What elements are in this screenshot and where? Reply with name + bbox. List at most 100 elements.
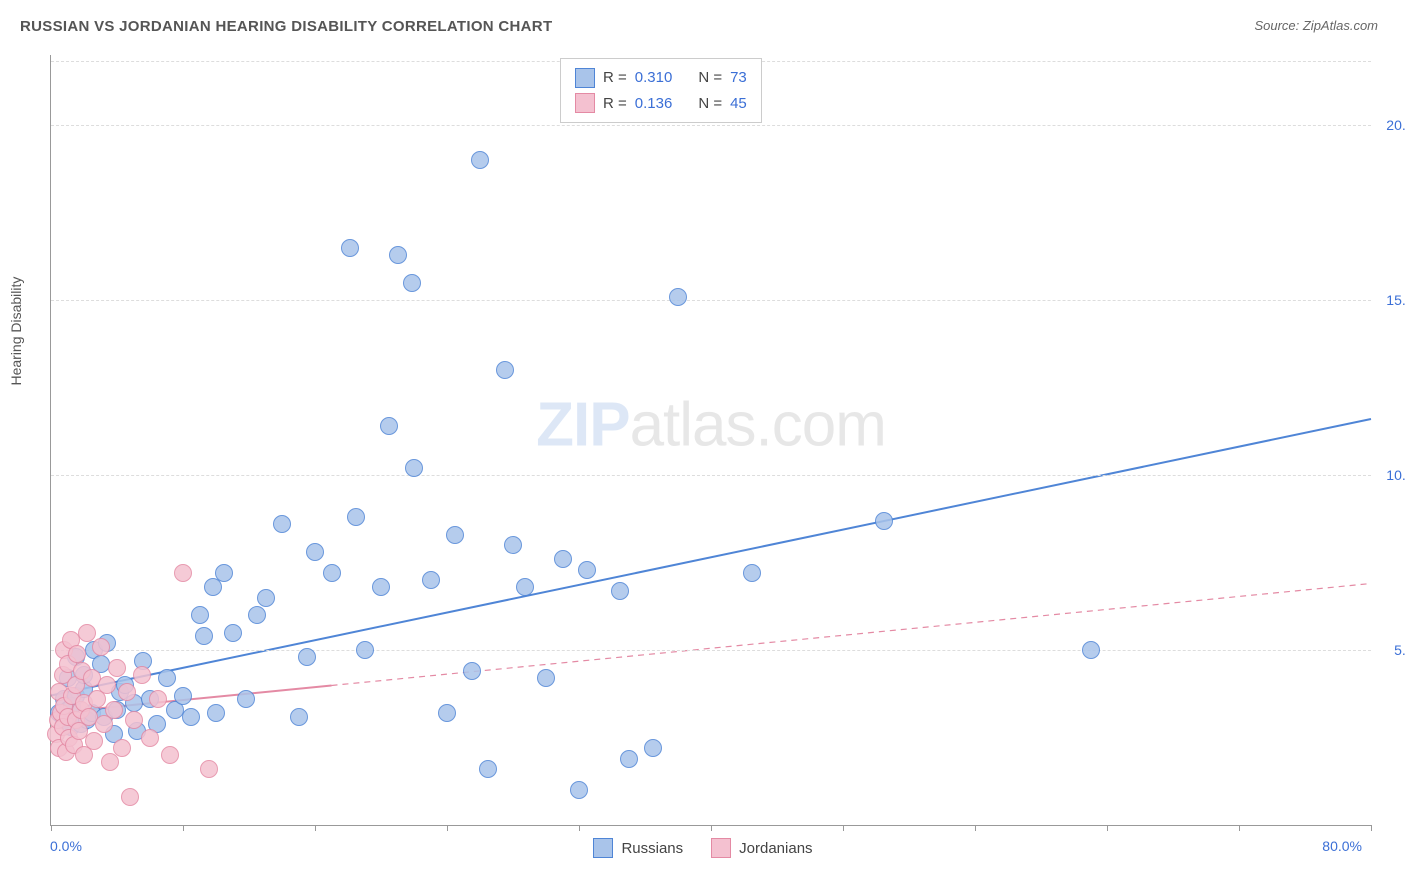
data-point-jordanians bbox=[149, 690, 167, 708]
data-point-russians bbox=[620, 750, 638, 768]
legend-n-value: 73 bbox=[730, 65, 747, 91]
data-point-russians bbox=[182, 708, 200, 726]
series-label: Jordanians bbox=[739, 840, 812, 857]
series-swatch-jordanians bbox=[711, 838, 731, 858]
data-point-russians bbox=[347, 508, 365, 526]
data-point-russians bbox=[195, 627, 213, 645]
data-point-russians bbox=[554, 550, 572, 568]
y-tick-label: 20.0% bbox=[1376, 117, 1406, 133]
data-point-russians bbox=[537, 669, 555, 687]
data-point-russians bbox=[578, 561, 596, 579]
legend-n-label: N = bbox=[698, 91, 722, 117]
series-legend-item-russians: Russians bbox=[593, 838, 683, 858]
data-point-jordanians bbox=[133, 666, 151, 684]
data-point-russians bbox=[570, 781, 588, 799]
data-point-jordanians bbox=[92, 638, 110, 656]
data-point-russians bbox=[224, 624, 242, 642]
data-point-jordanians bbox=[113, 739, 131, 757]
series-label: Russians bbox=[621, 840, 683, 857]
x-tick bbox=[579, 825, 580, 831]
y-axis-label: Hearing Disability bbox=[8, 277, 24, 386]
data-point-russians bbox=[174, 687, 192, 705]
data-point-russians bbox=[743, 564, 761, 582]
x-tick bbox=[975, 825, 976, 831]
data-point-jordanians bbox=[174, 564, 192, 582]
data-point-jordanians bbox=[85, 732, 103, 750]
data-point-russians bbox=[158, 669, 176, 687]
data-point-jordanians bbox=[105, 701, 123, 719]
data-point-russians bbox=[438, 704, 456, 722]
series-legend: Russians Jordanians bbox=[0, 838, 1406, 862]
data-point-russians bbox=[207, 704, 225, 722]
data-point-russians bbox=[257, 589, 275, 607]
x-tick bbox=[711, 825, 712, 831]
data-point-russians bbox=[356, 641, 374, 659]
x-tick bbox=[1371, 825, 1372, 831]
x-tick bbox=[1239, 825, 1240, 831]
data-point-jordanians bbox=[161, 746, 179, 764]
legend-r-label: R = bbox=[603, 65, 627, 91]
y-tick-label: 5.0% bbox=[1376, 642, 1406, 658]
data-point-russians bbox=[496, 361, 514, 379]
data-point-russians bbox=[341, 239, 359, 257]
legend-r-value: 0.310 bbox=[635, 65, 673, 91]
data-point-russians bbox=[405, 459, 423, 477]
data-point-russians bbox=[380, 417, 398, 435]
data-point-jordanians bbox=[141, 729, 159, 747]
y-tick-label: 15.0% bbox=[1376, 292, 1406, 308]
chart-title: RUSSIAN VS JORDANIAN HEARING DISABILITY … bbox=[20, 18, 552, 35]
series-legend-item-jordanians: Jordanians bbox=[711, 838, 812, 858]
legend-r-value: 0.136 bbox=[635, 91, 673, 117]
data-point-jordanians bbox=[121, 788, 139, 806]
x-tick bbox=[447, 825, 448, 831]
legend-row-jordanians: R = 0.136 N = 45 bbox=[575, 91, 747, 117]
data-point-russians bbox=[611, 582, 629, 600]
trendline-russians bbox=[51, 419, 1371, 696]
data-point-russians bbox=[306, 543, 324, 561]
legend-n-value: 45 bbox=[730, 91, 747, 117]
plot-area: ZIPatlas.com 5.0%10.0%15.0%20.0% bbox=[50, 55, 1371, 826]
data-point-jordanians bbox=[68, 645, 86, 663]
watermark-zip: ZIP bbox=[536, 390, 629, 459]
data-point-russians bbox=[463, 662, 481, 680]
x-tick bbox=[51, 825, 52, 831]
data-point-russians bbox=[290, 708, 308, 726]
data-point-russians bbox=[875, 512, 893, 530]
data-point-russians bbox=[644, 739, 662, 757]
data-point-russians bbox=[323, 564, 341, 582]
gridline bbox=[51, 300, 1371, 301]
data-point-russians bbox=[479, 760, 497, 778]
gridline bbox=[51, 125, 1371, 126]
source-attribution: Source: ZipAtlas.com bbox=[1254, 18, 1378, 33]
legend-r-label: R = bbox=[603, 91, 627, 117]
watermark: ZIPatlas.com bbox=[536, 389, 886, 460]
legend-swatch-russians bbox=[575, 68, 595, 88]
legend-swatch-jordanians bbox=[575, 93, 595, 113]
data-point-russians bbox=[191, 606, 209, 624]
x-tick bbox=[843, 825, 844, 831]
data-point-jordanians bbox=[108, 659, 126, 677]
series-swatch-russians bbox=[593, 838, 613, 858]
gridline bbox=[51, 475, 1371, 476]
legend-row-russians: R = 0.310 N = 73 bbox=[575, 65, 747, 91]
data-point-russians bbox=[273, 515, 291, 533]
trendline-jordanians-dashed bbox=[332, 584, 1372, 686]
data-point-russians bbox=[1082, 641, 1100, 659]
legend-n-label: N = bbox=[698, 65, 722, 91]
data-point-russians bbox=[669, 288, 687, 306]
data-point-russians bbox=[504, 536, 522, 554]
data-point-russians bbox=[471, 151, 489, 169]
data-point-russians bbox=[237, 690, 255, 708]
watermark-suffix: atlas.com bbox=[630, 390, 886, 459]
data-point-russians bbox=[422, 571, 440, 589]
data-point-russians bbox=[446, 526, 464, 544]
data-point-russians bbox=[248, 606, 266, 624]
correlation-legend: R = 0.310 N = 73 R = 0.136 N = 45 bbox=[560, 58, 762, 123]
gridline bbox=[51, 650, 1371, 651]
data-point-jordanians bbox=[118, 683, 136, 701]
data-point-russians bbox=[372, 578, 390, 596]
y-tick-label: 10.0% bbox=[1376, 467, 1406, 483]
trend-lines-svg bbox=[51, 55, 1371, 825]
data-point-russians bbox=[298, 648, 316, 666]
data-point-russians bbox=[516, 578, 534, 596]
